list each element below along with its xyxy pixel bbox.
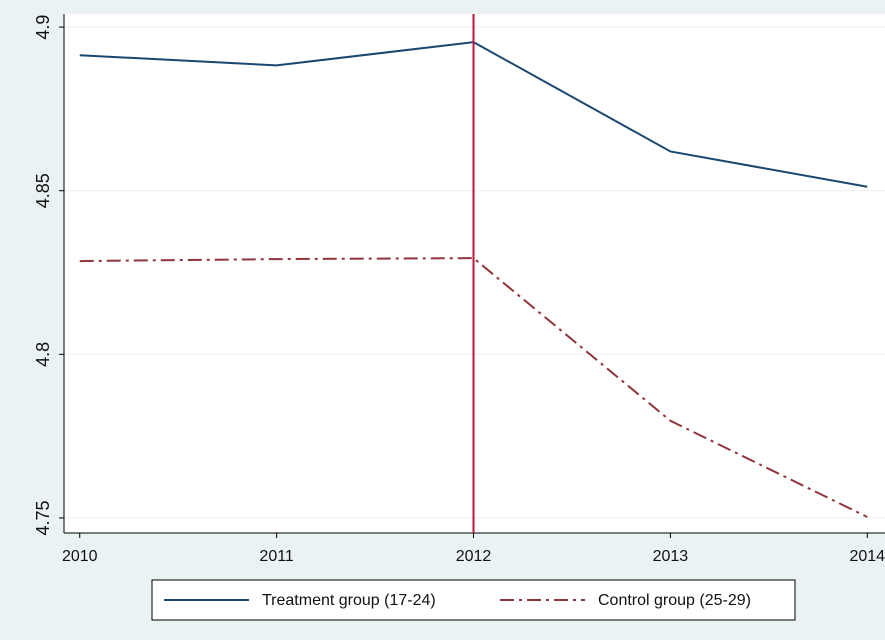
y-tick-label: 4.8 [33,342,53,367]
series-line [79,257,868,518]
y-tick-label: 4.75 [33,500,53,535]
legend-label: Treatment group (17-24) [262,592,436,609]
x-tick-label: 2014 [849,548,885,565]
x-tick-label: 2011 [259,548,294,565]
legend-label: Control group (25-29) [598,592,751,609]
x-tick-label: 2010 [62,548,98,565]
y-tick-label: 4.9 [33,15,53,40]
legend-box [151,579,796,621]
x-tick-label: 2013 [653,548,689,565]
x-tick-label: 2012 [456,548,492,565]
y-tick-label: 4.85 [33,173,53,208]
